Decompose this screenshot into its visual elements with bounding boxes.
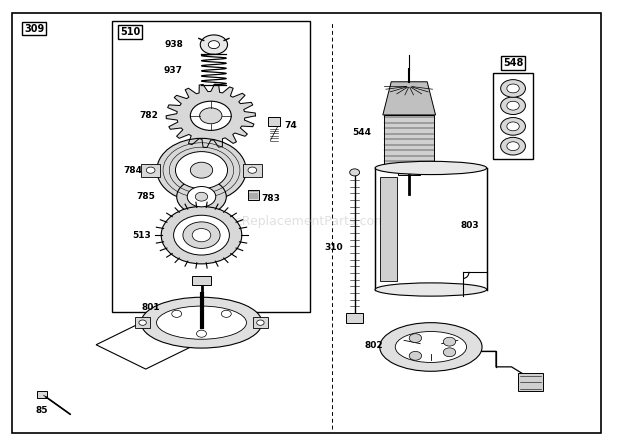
Ellipse shape: [396, 332, 466, 362]
Circle shape: [443, 348, 456, 357]
Ellipse shape: [141, 297, 262, 348]
Text: 309: 309: [24, 24, 44, 34]
Bar: [346, 313, 363, 323]
Circle shape: [190, 101, 231, 130]
Circle shape: [507, 101, 520, 110]
Bar: [141, 164, 160, 177]
Circle shape: [139, 320, 146, 325]
Circle shape: [200, 108, 222, 124]
Circle shape: [192, 229, 211, 242]
Circle shape: [443, 337, 456, 346]
Circle shape: [507, 84, 520, 93]
Text: 783: 783: [262, 194, 280, 202]
Circle shape: [501, 80, 525, 97]
Text: 937: 937: [164, 66, 183, 75]
Circle shape: [208, 41, 219, 49]
Polygon shape: [96, 320, 195, 369]
Circle shape: [501, 97, 525, 114]
Text: 548: 548: [503, 58, 523, 68]
Ellipse shape: [379, 323, 482, 371]
Text: 513: 513: [132, 231, 151, 240]
Circle shape: [195, 192, 208, 201]
Circle shape: [409, 334, 422, 343]
Bar: [253, 317, 268, 328]
Polygon shape: [166, 84, 255, 148]
Circle shape: [172, 310, 182, 317]
Circle shape: [409, 351, 422, 360]
Polygon shape: [383, 82, 435, 115]
Bar: [192, 276, 211, 285]
Circle shape: [187, 187, 216, 207]
Bar: [243, 164, 262, 177]
Polygon shape: [375, 168, 487, 290]
Bar: [135, 317, 150, 328]
Circle shape: [501, 137, 525, 155]
Bar: [384, 115, 434, 164]
Text: 544: 544: [352, 128, 371, 137]
Text: eReplacementParts.com: eReplacementParts.com: [234, 214, 386, 228]
Text: 801: 801: [141, 303, 160, 312]
Circle shape: [200, 35, 228, 54]
Circle shape: [146, 167, 155, 173]
Circle shape: [174, 215, 229, 255]
Circle shape: [157, 138, 246, 202]
Bar: [268, 117, 280, 126]
Bar: [493, 73, 533, 159]
Circle shape: [221, 310, 231, 317]
Circle shape: [257, 320, 264, 325]
Ellipse shape: [375, 161, 487, 175]
Circle shape: [183, 222, 220, 248]
Bar: [37, 391, 47, 398]
Bar: [398, 164, 420, 175]
Text: 803: 803: [460, 221, 479, 230]
Bar: [518, 373, 542, 391]
Text: 784: 784: [123, 166, 143, 175]
Bar: [380, 177, 397, 281]
Text: 310: 310: [324, 243, 343, 252]
Text: 938: 938: [164, 40, 183, 49]
Text: 74: 74: [284, 122, 297, 130]
Circle shape: [507, 122, 520, 131]
Bar: [112, 21, 310, 312]
Text: 785: 785: [136, 192, 155, 201]
Circle shape: [248, 167, 257, 173]
Circle shape: [197, 330, 206, 337]
Ellipse shape: [156, 306, 246, 339]
Bar: [248, 190, 259, 200]
Circle shape: [350, 169, 360, 176]
Ellipse shape: [375, 283, 487, 296]
Circle shape: [190, 162, 213, 178]
Circle shape: [161, 206, 242, 264]
Text: 85: 85: [36, 406, 48, 415]
Text: 510: 510: [120, 27, 140, 37]
Text: 782: 782: [140, 111, 158, 120]
Circle shape: [507, 142, 520, 151]
Circle shape: [175, 152, 228, 189]
Circle shape: [177, 179, 226, 214]
Circle shape: [501, 118, 525, 135]
Text: 802: 802: [365, 341, 383, 350]
